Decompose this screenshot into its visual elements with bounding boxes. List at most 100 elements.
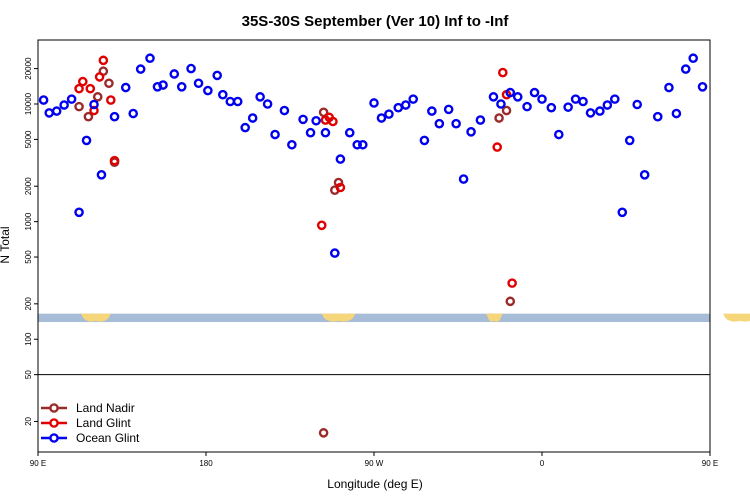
- ocean-glint-point: [488, 92, 499, 102]
- ocean-glint-point: [376, 113, 387, 123]
- ocean-glint-point: [203, 85, 213, 96]
- ocean-glint-point: [186, 63, 196, 74]
- y-tick-label: 20: [24, 416, 33, 425]
- y-tick-label: 10000: [24, 92, 33, 115]
- x-tick-label: 0: [540, 459, 545, 468]
- ocean-glint-point: [458, 174, 469, 184]
- ocean-glint-point: [279, 105, 290, 116]
- ocean-glint-point: [262, 99, 273, 109]
- ocean-glint-point: [505, 87, 516, 98]
- ocean-glint-point: [287, 139, 297, 150]
- ocean-glint-point: [554, 129, 564, 140]
- legend-label-land-nadir: Land Nadir: [76, 401, 135, 415]
- land-glint-point: [316, 220, 327, 231]
- data-points: [38, 53, 708, 438]
- ocean-glint-point: [369, 98, 379, 108]
- x-tick-label: 90 E: [30, 459, 46, 468]
- land-glint-point: [106, 95, 116, 105]
- ocean-glint-point: [393, 102, 404, 113]
- ocean-glint-point: [595, 106, 605, 116]
- ocean-glint-point: [270, 129, 280, 140]
- ocean-glint-point: [240, 122, 250, 133]
- ocean-glint-point: [451, 118, 461, 129]
- land-glint-point: [497, 67, 508, 78]
- land-glint-point: [328, 116, 338, 127]
- ocean-glint-point: [632, 99, 643, 110]
- ocean-glint-point: [298, 114, 308, 125]
- ocean-glint-point: [688, 53, 699, 64]
- land-nadir-point: [92, 92, 103, 102]
- land-glint-point: [78, 76, 88, 87]
- land-glint-point: [85, 83, 96, 94]
- ocean-glint-point: [89, 99, 99, 110]
- land-shape: [321, 313, 356, 322]
- ocean-glint-point: [335, 154, 346, 164]
- y-tick-label: 5000: [24, 130, 33, 148]
- ocean-glint-point: [193, 78, 204, 89]
- land-nadir-point: [318, 428, 329, 438]
- ocean-glint-point: [66, 94, 77, 104]
- ocean-glint-point: [585, 108, 596, 118]
- ocean-glint-point: [384, 109, 394, 119]
- legend-marker-land-nadir: [49, 403, 59, 413]
- ocean-glint-point: [311, 115, 321, 126]
- ocean-glint-point: [344, 127, 355, 138]
- x-axis-label: Longitude (deg E): [327, 477, 422, 491]
- ocean-glint-point: [400, 100, 411, 110]
- ocean-glint-point: [602, 100, 613, 110]
- axes: 90 E 180 90 W 0 90 E 20 50 100 200 500 1000 2000 500…: [24, 39, 718, 468]
- x-tick-label: 90 E: [702, 459, 718, 468]
- land-nadir-point: [505, 296, 516, 307]
- ocean-glint-point: [51, 106, 62, 116]
- ocean-glint-point: [697, 82, 708, 92]
- ocean-glint-point: [434, 118, 445, 129]
- ocean-glint-point: [529, 87, 540, 98]
- ocean-glint-point: [639, 170, 650, 180]
- land-glint-point: [94, 72, 105, 82]
- ocean-glint-point: [247, 113, 258, 123]
- y-tick-label: 50: [24, 370, 33, 379]
- land-nadir-point: [104, 78, 114, 89]
- y-axis-label: N Total: [0, 226, 12, 263]
- ocean-glint-point: [570, 94, 581, 104]
- x-tick-label: 90 W: [365, 459, 384, 468]
- ocean-glint-point: [128, 108, 138, 119]
- ocean-glint-point: [496, 99, 506, 109]
- land-glint-point: [109, 155, 120, 166]
- ocean-glint-point: [522, 101, 532, 112]
- ocean-glint-point: [320, 127, 331, 138]
- ocean-glint-point: [537, 94, 547, 104]
- ocean-glint-point: [466, 127, 476, 137]
- ocean-glint-point: [217, 89, 228, 100]
- ocean-glint-point: [664, 82, 674, 93]
- land-glint-point: [492, 142, 503, 152]
- ocean-glint-point: [81, 135, 92, 146]
- ocean-glint-point: [225, 96, 236, 107]
- ocean-glint-point: [357, 139, 368, 150]
- ocean-glint-point: [443, 104, 454, 115]
- ocean-glint-point: [610, 94, 620, 104]
- ocean-glint-point: [176, 82, 187, 92]
- ocean-glint-point: [329, 248, 340, 258]
- land-glint-point: [74, 83, 84, 94]
- y-tick-label: 100: [24, 332, 33, 346]
- legend-label-land-glint: Land Glint: [76, 416, 131, 430]
- ocean-glint-point: [109, 111, 120, 122]
- ocean-glint-point: [212, 70, 222, 81]
- y-tick-label: 20000: [24, 57, 33, 80]
- land-nadir-point: [74, 101, 84, 112]
- ocean-glint-point: [169, 69, 180, 79]
- ocean-glint-point: [563, 102, 573, 112]
- ocean-glint-point: [546, 102, 557, 113]
- ocean-glint-point: [419, 135, 430, 146]
- ocean-glint-point: [512, 92, 523, 102]
- ocean-glint-point: [135, 64, 146, 74]
- ocean-glint-point: [652, 111, 663, 122]
- ocean-glint-point: [427, 106, 437, 116]
- ocean-glint-point: [158, 80, 168, 90]
- land-nadir-point: [83, 111, 94, 122]
- y-tick-label: 200: [24, 297, 33, 311]
- ocean-glint-point: [255, 92, 265, 102]
- ocean-glint-point: [671, 108, 682, 119]
